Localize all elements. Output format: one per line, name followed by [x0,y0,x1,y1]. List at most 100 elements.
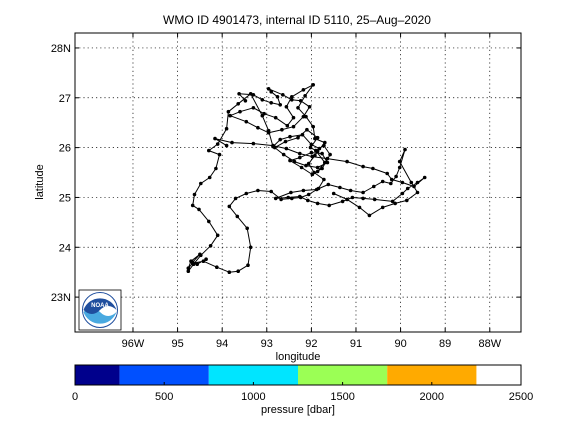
axis-ticks [75,33,521,332]
y-tick-labels: 23N 24 25 26 27 28N [51,43,71,304]
profile-point [409,180,414,185]
profile-point [275,95,280,99]
profile-point [331,191,336,196]
colorbar-tick-label: 2000 [420,391,444,403]
colorbar-tick-label: 500 [155,391,173,403]
profile-point [400,180,405,185]
profile-point [314,187,319,192]
profile-point [278,137,283,142]
profile-point [228,113,232,118]
x-tick-label: 95 [171,338,183,350]
profile-point [290,95,294,99]
profile-point [186,269,191,274]
profile-point [236,102,240,106]
profile-point [299,165,304,170]
profile-point [244,119,249,124]
profile-point [309,150,314,155]
profile-point [280,127,284,132]
y-axis-label: latitude [34,164,46,199]
profile-point [292,159,297,164]
x-tick-label: 89 [439,338,451,350]
profile-point [301,114,306,119]
profile-point [281,152,286,157]
colorbar-tick-label: 2500 [509,391,533,403]
profile-point [224,143,229,148]
colorbar-frame [74,364,522,386]
profile-point [348,188,353,193]
profile-point [307,105,312,109]
profile-point [244,191,249,196]
profile-point [290,98,294,102]
profile-point [207,175,212,180]
profile-point [269,101,274,105]
profile-point [284,105,289,109]
profile-point [269,90,274,94]
profile-point [361,164,365,169]
profile-point [301,88,306,92]
profile-point [243,99,248,103]
profile-point [291,124,296,129]
profile-point [345,159,349,164]
x-tick-label: 94 [216,338,228,350]
profile-point [215,233,220,238]
profile-point [262,111,266,116]
profile-point [315,169,320,174]
profile-point [306,198,310,203]
profile-point [198,252,202,257]
profile-point [301,188,306,193]
profile-point [389,177,394,182]
profile-point [385,171,390,176]
y-tick-label: 23N [51,292,71,304]
profile-point [320,166,324,171]
x-tick-label: 90 [394,338,406,350]
profile-point [397,165,402,170]
profile-point [273,115,278,120]
x-axis-label: longitude [276,351,321,363]
profile-point [340,199,345,204]
profile-point [357,205,362,210]
profile-point [320,151,324,156]
profile-point [323,160,327,165]
profile-point [256,125,260,130]
profile-point [283,139,288,144]
profile-point [298,155,302,160]
colorbar-tick-label: 1500 [330,391,354,403]
x-tick-labels: 96W 95 94 93 92 91 90 89 88W [122,338,502,350]
noaa-logo: NOAA [78,289,122,331]
chart-title: WMO ID 4901473, internal ID 5110, 25–Aug… [163,13,431,27]
colorbar-segments [75,365,477,385]
profile-point [314,148,318,153]
profile-point [322,177,326,182]
track-line [214,138,426,216]
profile-point [192,192,197,197]
profile-point [311,124,316,129]
profile-point [201,259,206,264]
profile-point [298,194,302,199]
map-axes: 96W 95 94 93 92 91 90 89 88W 23N 24 25 26 27 28N [51,32,522,350]
profile-point [380,179,385,184]
track-series [228,83,332,177]
profile-point [345,197,349,202]
profile-point [224,126,229,131]
profile-point [256,188,260,193]
profile-point [230,140,234,145]
profile-point [273,196,278,201]
profile-point [393,201,398,206]
profile-point [251,106,256,110]
colorbar-label: pressure [dbar] [261,404,335,416]
profile-point [273,145,277,150]
profile-point [322,143,326,148]
profile-point [304,114,308,119]
profile-point [266,130,271,135]
profile-point [415,190,420,195]
profile-point [215,142,220,146]
profile-point [291,115,296,120]
profile-point [394,174,398,179]
track-series [213,136,427,218]
profile-point [315,201,320,206]
profile-point [310,172,315,177]
profile-point [285,123,290,128]
profile-point [278,103,283,107]
profile-point [215,265,219,270]
